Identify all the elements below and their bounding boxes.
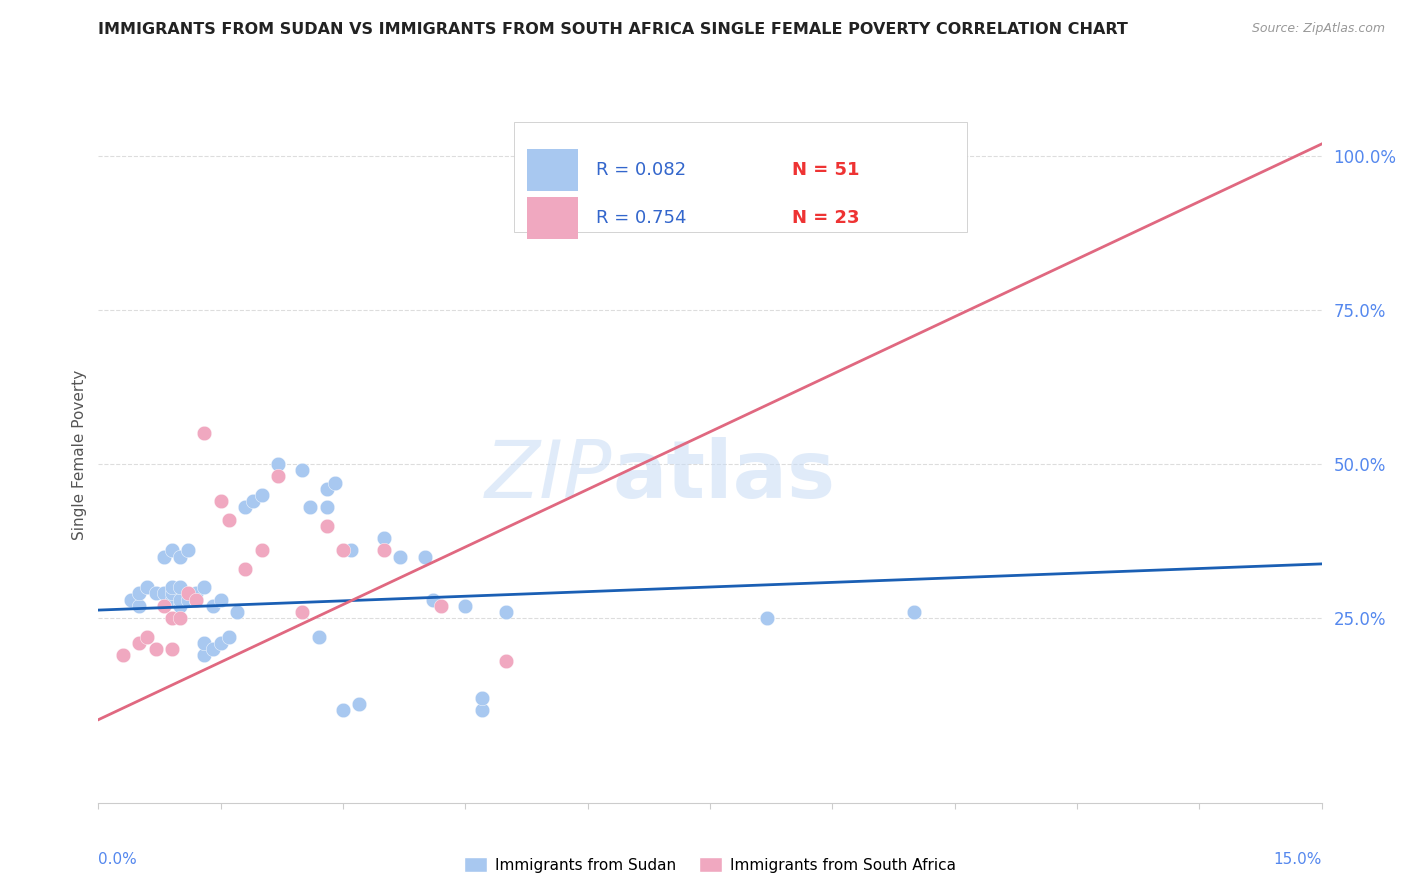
Text: N = 51: N = 51 (792, 161, 859, 178)
Point (250, 488, 273, 502)
Point (152, 549, 174, 564)
Point (177, 592, 200, 607)
Point (160, 611, 183, 625)
Point (160, 586, 183, 600)
Point (193, 648, 215, 662)
Point (315, 518, 337, 533)
Point (169, 592, 191, 607)
Point (160, 543, 183, 558)
Point (169, 549, 191, 564)
Point (201, 641, 224, 656)
Point (430, 599, 453, 613)
Point (373, 531, 395, 545)
FancyBboxPatch shape (527, 197, 578, 239)
Point (186, 586, 208, 600)
Point (169, 580, 191, 594)
Point (128, 599, 150, 613)
Point (209, 592, 232, 607)
Point (111, 648, 134, 662)
Point (267, 457, 290, 471)
Point (332, 703, 354, 717)
Point (471, 703, 494, 717)
Point (373, 543, 395, 558)
Point (422, 592, 444, 607)
Point (160, 641, 183, 656)
Point (349, 698, 371, 712)
Point (308, 630, 330, 644)
Text: N = 23: N = 23 (792, 210, 859, 227)
FancyBboxPatch shape (515, 122, 967, 232)
Point (471, 691, 494, 706)
Text: atlas: atlas (612, 437, 835, 515)
Point (177, 586, 200, 600)
Point (152, 586, 174, 600)
Text: Source: ZipAtlas.com: Source: ZipAtlas.com (1251, 22, 1385, 36)
Point (128, 636, 150, 650)
Y-axis label: Single Female Poverty: Single Female Poverty (72, 370, 87, 540)
Point (193, 636, 215, 650)
Point (209, 494, 232, 508)
Point (291, 605, 314, 619)
Point (315, 482, 337, 496)
Point (323, 475, 346, 490)
Text: 0.0%: 0.0% (98, 852, 138, 866)
Point (193, 426, 215, 441)
Point (136, 580, 159, 594)
Point (186, 592, 208, 607)
Text: IMMIGRANTS FROM SUDAN VS IMMIGRANTS FROM SOUTH AFRICA SINGLE FEMALE POVERTY CORR: IMMIGRANTS FROM SUDAN VS IMMIGRANTS FROM… (98, 22, 1128, 37)
Point (299, 500, 322, 515)
Point (160, 592, 183, 607)
Point (454, 599, 477, 613)
Point (160, 580, 183, 594)
Point (233, 562, 256, 576)
Point (756, 611, 779, 625)
Point (315, 500, 337, 515)
Point (389, 549, 412, 564)
Point (291, 463, 314, 477)
Point (242, 494, 264, 508)
Point (209, 636, 232, 650)
Point (169, 611, 191, 625)
Point (177, 543, 200, 558)
Point (340, 543, 363, 558)
Text: R = 0.082: R = 0.082 (596, 161, 686, 178)
Point (186, 592, 208, 607)
Point (145, 641, 167, 656)
Point (250, 543, 273, 558)
Point (218, 630, 240, 644)
Point (699, 149, 721, 163)
Point (903, 605, 925, 619)
Text: R = 0.754: R = 0.754 (596, 210, 686, 227)
Point (495, 654, 517, 668)
Text: 15.0%: 15.0% (1274, 852, 1322, 866)
Point (120, 592, 142, 607)
Point (218, 512, 240, 526)
Point (267, 469, 290, 483)
Point (169, 599, 191, 613)
Point (193, 580, 215, 594)
Point (136, 630, 159, 644)
Legend: Immigrants from Sudan, Immigrants from South Africa: Immigrants from Sudan, Immigrants from S… (458, 850, 962, 879)
Point (152, 599, 174, 613)
Point (201, 599, 224, 613)
Point (495, 605, 517, 619)
Point (332, 543, 354, 558)
Point (413, 549, 436, 564)
Point (233, 500, 256, 515)
Point (145, 586, 167, 600)
Point (128, 586, 150, 600)
Point (226, 605, 249, 619)
FancyBboxPatch shape (527, 149, 578, 191)
Text: ZIP: ZIP (485, 437, 612, 515)
